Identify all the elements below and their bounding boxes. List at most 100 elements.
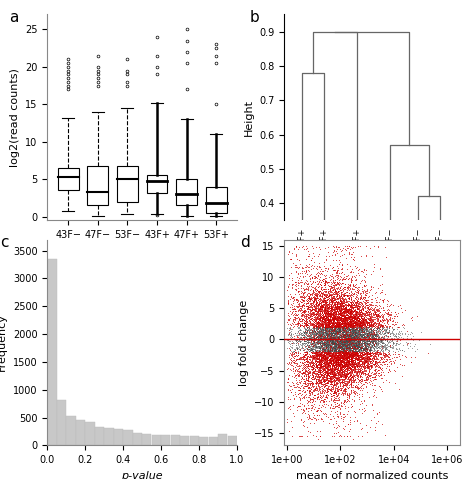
Point xyxy=(331,398,338,406)
Point xyxy=(349,383,357,391)
Point xyxy=(362,349,370,357)
Point xyxy=(332,344,340,352)
Point xyxy=(375,323,383,331)
Point xyxy=(311,300,319,308)
Point xyxy=(332,340,339,348)
Point xyxy=(352,332,360,340)
Point xyxy=(334,387,342,395)
Point xyxy=(378,343,386,351)
Point xyxy=(328,251,336,259)
Point xyxy=(329,318,337,326)
Point xyxy=(341,331,348,339)
Point xyxy=(333,298,341,306)
Point xyxy=(321,339,329,347)
Point xyxy=(329,339,337,347)
Point xyxy=(347,293,355,301)
Point xyxy=(330,309,337,317)
Point xyxy=(325,358,333,366)
Point xyxy=(343,323,351,331)
Point xyxy=(318,281,325,288)
Point xyxy=(391,312,399,320)
Point xyxy=(325,352,332,359)
Point xyxy=(354,341,361,349)
Point xyxy=(309,334,317,342)
Point xyxy=(317,352,325,360)
Point xyxy=(346,336,353,343)
Point xyxy=(300,306,308,314)
Point xyxy=(321,318,328,325)
Point xyxy=(300,422,308,430)
Point xyxy=(337,319,344,326)
Point xyxy=(331,325,339,332)
Point xyxy=(337,372,344,380)
Point xyxy=(342,345,349,353)
Point xyxy=(337,336,344,343)
Point xyxy=(311,363,319,371)
Point xyxy=(347,243,355,251)
Point xyxy=(323,327,330,335)
Point xyxy=(336,371,344,379)
Point xyxy=(308,319,315,327)
Point xyxy=(365,310,373,318)
Point xyxy=(323,318,331,326)
Point xyxy=(303,354,310,362)
Point xyxy=(336,343,343,351)
Point xyxy=(338,302,346,310)
Point xyxy=(346,346,353,354)
Point xyxy=(332,243,339,251)
Point xyxy=(339,340,347,347)
Point xyxy=(346,318,354,326)
Point xyxy=(358,330,366,338)
Point xyxy=(345,291,352,298)
Point xyxy=(344,307,352,314)
Point xyxy=(365,337,373,345)
Point xyxy=(347,344,355,352)
Point xyxy=(338,264,346,272)
Point xyxy=(338,314,346,321)
Point xyxy=(324,300,331,308)
Point xyxy=(366,338,374,346)
Point xyxy=(313,333,320,341)
Point xyxy=(326,361,333,369)
Point xyxy=(340,331,347,338)
Point xyxy=(330,361,338,369)
Point xyxy=(323,375,330,382)
Point xyxy=(327,369,335,376)
Point xyxy=(363,339,370,346)
Point xyxy=(304,314,312,321)
Point xyxy=(318,348,325,355)
Point xyxy=(306,318,313,325)
Point xyxy=(316,393,323,401)
Point xyxy=(371,336,378,344)
Point xyxy=(364,332,372,340)
Point xyxy=(383,362,391,370)
Point xyxy=(341,318,348,326)
Point xyxy=(325,340,333,347)
Point xyxy=(350,363,357,370)
Point xyxy=(339,302,347,309)
Point xyxy=(310,344,317,352)
Point xyxy=(359,354,367,362)
Point xyxy=(346,351,353,358)
Point xyxy=(341,333,348,341)
Point xyxy=(364,364,372,371)
Point xyxy=(342,336,349,344)
Point xyxy=(329,355,337,363)
Point xyxy=(342,344,350,352)
Point xyxy=(363,354,371,361)
Point xyxy=(357,351,365,358)
Point xyxy=(299,307,307,315)
Point xyxy=(337,310,345,318)
Point xyxy=(346,372,354,380)
Point xyxy=(330,359,338,366)
Point xyxy=(369,400,376,408)
Point xyxy=(348,357,356,365)
Point xyxy=(359,323,366,331)
Point xyxy=(346,325,354,333)
Point xyxy=(337,297,344,305)
Point xyxy=(321,381,328,388)
Point xyxy=(321,318,329,325)
Point xyxy=(344,316,351,323)
Point xyxy=(324,325,331,333)
Point xyxy=(291,345,299,353)
